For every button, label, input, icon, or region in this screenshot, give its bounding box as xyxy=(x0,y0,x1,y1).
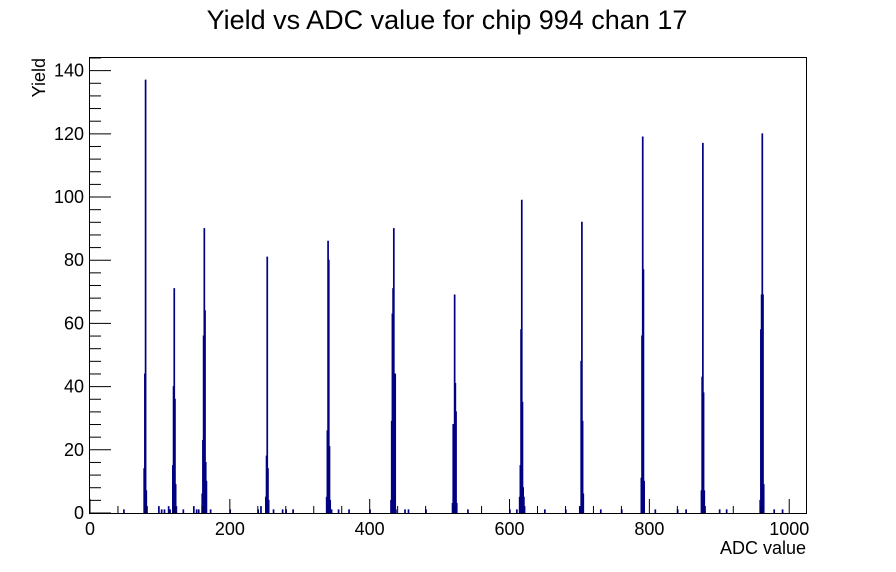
histogram-bin xyxy=(521,401,524,513)
histogram-bin xyxy=(267,499,270,513)
histogram-bin xyxy=(599,509,602,513)
x-tick-label: 0 xyxy=(85,519,95,539)
histogram-bin xyxy=(195,509,198,513)
histogram-bin xyxy=(467,509,469,513)
histogram-bin xyxy=(523,506,526,513)
y-axis-label: Yield xyxy=(29,58,49,97)
histogram-bin xyxy=(175,506,178,513)
x-tick-label: 400 xyxy=(355,519,385,539)
histogram-bin xyxy=(169,509,171,513)
histogram-bin xyxy=(174,484,177,513)
histogram-bin xyxy=(144,79,147,513)
histogram-bin xyxy=(205,480,208,513)
histogram-bin xyxy=(581,420,584,513)
histogram-bin xyxy=(654,509,657,513)
y-tick-label: 140 xyxy=(54,61,84,81)
x-axis-label: ADC value xyxy=(720,538,806,558)
histogram-bin xyxy=(197,509,200,513)
x-tick-label: 800 xyxy=(634,519,664,539)
histogram-bin xyxy=(703,490,706,513)
histogram-bin xyxy=(543,509,546,513)
y-tick-label: 80 xyxy=(64,250,84,270)
axis-ticks: 0 200 400 600 800 1000 0 20 40 60 80 100 120 140 xyxy=(54,57,809,539)
histogram-bin xyxy=(209,509,212,513)
histogram-bin xyxy=(725,509,728,513)
histogram-bin xyxy=(718,509,721,513)
histogram-bin xyxy=(204,310,206,513)
histogram-bin xyxy=(182,509,185,513)
y-tick-label: 100 xyxy=(54,187,84,207)
histogram-bin xyxy=(337,509,340,513)
histogram-bin xyxy=(158,506,160,513)
histogram-bin xyxy=(455,411,457,513)
histogram-bin xyxy=(642,269,645,513)
y-tick-label: 40 xyxy=(64,377,84,397)
histogram-bin xyxy=(267,468,269,513)
histogram-bin xyxy=(174,398,176,513)
histogram-bin xyxy=(392,228,395,513)
histogram-bin xyxy=(272,509,275,513)
histogram-bin xyxy=(516,509,518,513)
histogram-bin xyxy=(328,446,331,513)
x-tick-label: 1000 xyxy=(769,519,809,539)
histogram-bin xyxy=(330,509,333,513)
plot-frame xyxy=(89,57,807,514)
histogram-bin xyxy=(407,509,410,513)
y-tick-label: 0 xyxy=(74,503,84,523)
chart-title: Yield vs ADC value for chip 994 chan 17 xyxy=(207,5,688,35)
histogram-bin xyxy=(145,490,148,513)
x-tick-label: 600 xyxy=(495,519,525,539)
histogram-bin xyxy=(404,509,406,513)
histogram-bin xyxy=(582,493,585,513)
histogram-bin xyxy=(781,509,784,513)
y-tick-label: 20 xyxy=(64,440,84,460)
histogram-bin xyxy=(395,509,397,513)
histogram-bin xyxy=(123,509,125,513)
histogram-bin xyxy=(394,373,397,513)
histogram-bin xyxy=(581,221,583,513)
histogram-bin xyxy=(292,509,294,513)
histogram-bin xyxy=(348,509,350,513)
histogram-bin xyxy=(192,506,195,513)
histogram-bin xyxy=(455,503,458,513)
histogram-bin xyxy=(643,480,645,513)
histogram-bin xyxy=(685,509,687,513)
histogram-bin xyxy=(260,506,262,513)
histogram-bin xyxy=(520,199,523,513)
y-tick-label: 120 xyxy=(54,124,84,144)
histogram-bin xyxy=(452,424,455,513)
histogram-bin xyxy=(266,256,269,513)
histogram-bin xyxy=(167,506,170,513)
histogram-bin xyxy=(281,509,284,513)
histogram-bin xyxy=(773,509,776,513)
histogram-bin xyxy=(163,509,166,513)
histogram-bin xyxy=(146,506,148,513)
histogram-bin xyxy=(327,259,330,513)
histogram-bin xyxy=(702,392,705,513)
histogram-bin xyxy=(329,499,332,513)
histogram-bin xyxy=(762,484,765,513)
y-tick-label: 60 xyxy=(64,313,84,333)
histogram-bins xyxy=(123,79,784,513)
histogram-bin xyxy=(523,496,525,513)
histogram-bin xyxy=(160,509,163,513)
x-tick-label: 200 xyxy=(215,519,245,539)
histogram-bin xyxy=(702,142,704,513)
histogram-bin xyxy=(762,294,764,513)
